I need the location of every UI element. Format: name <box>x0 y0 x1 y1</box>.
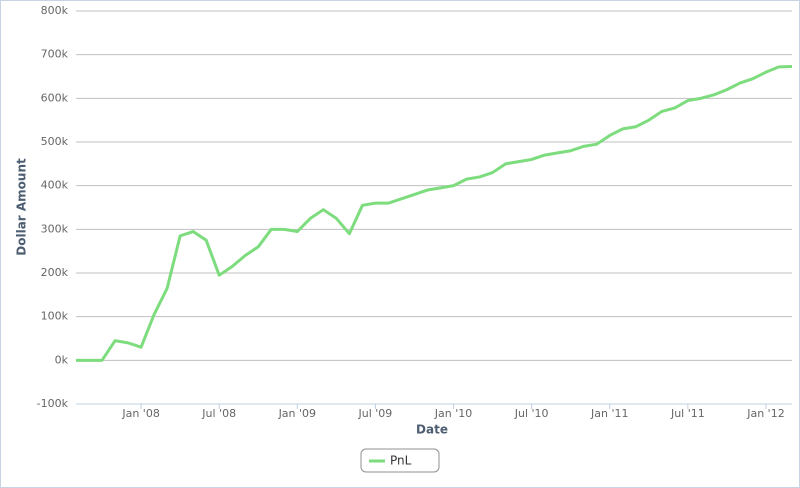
series-line <box>76 64 793 362</box>
y-tick-label: 800k <box>41 4 69 17</box>
x-tick-label: Jan '12 <box>746 407 784 420</box>
y-tick-label: 0k <box>55 353 69 366</box>
legend[interactable]: PnL <box>360 448 440 473</box>
x-tick-label: Jul '08 <box>201 407 236 420</box>
legend-box <box>360 448 440 473</box>
y-axis-title: Dollar Amount <box>15 158 29 256</box>
y-tick-label: 500k <box>41 135 69 148</box>
y-tick-label: 100k <box>41 310 69 323</box>
y-tick-label: 600k <box>41 91 69 104</box>
x-tick-label: Jan '08 <box>121 407 159 420</box>
y-tick-label: 700k <box>41 48 69 61</box>
y-tick-label: 400k <box>41 179 69 192</box>
legend-label: PnL <box>390 454 412 468</box>
y-tick-label: 200k <box>41 266 69 279</box>
x-tick-label: Jan '11 <box>590 407 628 420</box>
y-tick-label: 300k <box>41 222 69 235</box>
x-tick-label: Jul '11 <box>670 407 705 420</box>
x-axis-title: Date <box>416 423 448 437</box>
x-tick-label: Jul '09 <box>358 407 393 420</box>
x-tick-label: Jan '10 <box>434 407 472 420</box>
x-tick-label: Jul '10 <box>514 407 549 420</box>
y-tick-label: -100k <box>37 397 69 410</box>
x-tick-label: Jan '09 <box>278 407 316 420</box>
